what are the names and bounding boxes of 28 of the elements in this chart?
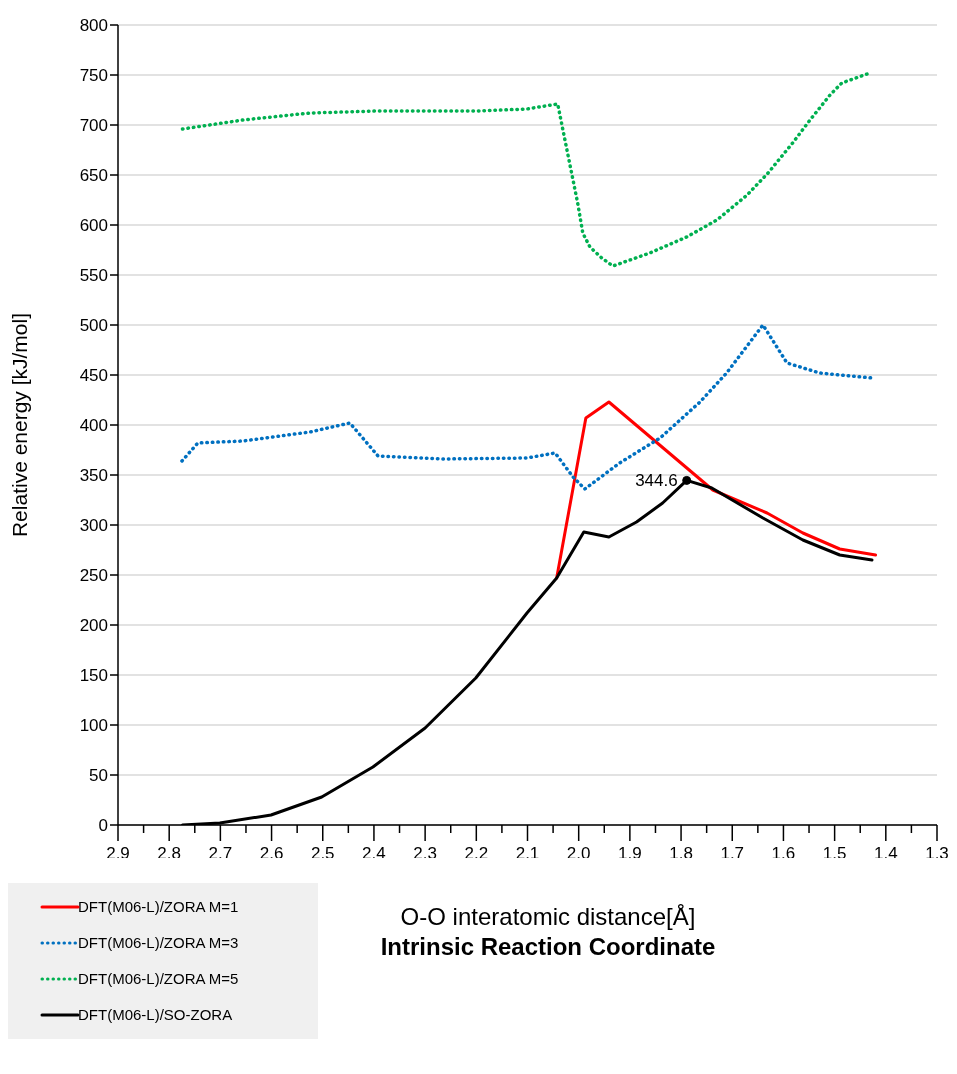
legend-label: DFT(M06-L)/ZORA M=5	[78, 969, 240, 989]
y-tick-label: 100	[79, 716, 108, 736]
y-tick-label: 700	[79, 116, 108, 136]
y-axis-title: Relative energy [kJ/mol]	[8, 312, 32, 538]
y-tick-label: 0	[98, 816, 108, 836]
text: Intrinsic Reaction Coordinate	[379, 933, 717, 961]
y-tick-label: 650	[79, 166, 108, 186]
y-tick-label: 500	[79, 316, 108, 336]
legend-label: DFT(M06-L)/SO-ZORA	[78, 1005, 234, 1025]
y-tick-label: 350	[79, 466, 108, 486]
y-tick-label: 250	[79, 566, 108, 586]
y-tick-label: 300	[79, 516, 108, 536]
y-tick-label: 800	[79, 16, 108, 36]
y-tick-label: 200	[79, 616, 108, 636]
y-tick-label: 50	[89, 766, 108, 786]
annotation: 344.6	[635, 471, 678, 491]
line-series	[555, 400, 878, 580]
line-series	[180, 323, 874, 491]
y-tick-label: 750	[79, 66, 108, 86]
y-tick-label: 400	[79, 416, 108, 436]
x-axis-title: O-O interatomic distance[Å]	[400, 903, 696, 930]
y-tick-label: 150	[79, 666, 108, 686]
line-series	[180, 71, 872, 268]
y-tick-label: 600	[79, 216, 108, 236]
y-tick-label: 450	[79, 366, 108, 386]
y-tick-label: 550	[79, 266, 108, 286]
legend-label: DFT(M06-L)/ZORA M=1	[78, 897, 240, 917]
legend-label: DFT(M06-L)/ZORA M=3	[78, 933, 240, 953]
